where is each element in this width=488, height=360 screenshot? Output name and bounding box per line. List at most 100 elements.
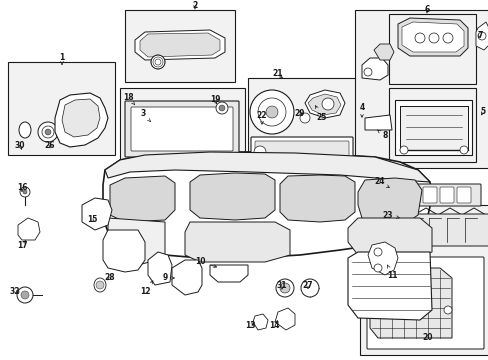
Circle shape <box>96 281 104 289</box>
Text: 29: 29 <box>294 108 305 117</box>
Polygon shape <box>252 314 267 330</box>
Polygon shape <box>108 218 164 265</box>
Bar <box>120 88 244 163</box>
Text: 15: 15 <box>87 216 97 225</box>
Text: 16: 16 <box>17 184 27 193</box>
Polygon shape <box>62 99 100 137</box>
Circle shape <box>363 68 371 76</box>
Circle shape <box>428 33 438 43</box>
Circle shape <box>414 33 424 43</box>
Polygon shape <box>184 222 289 262</box>
Text: 31: 31 <box>276 280 286 289</box>
FancyBboxPatch shape <box>366 184 480 206</box>
Polygon shape <box>369 268 451 338</box>
Polygon shape <box>367 242 397 275</box>
Bar <box>8 62 115 155</box>
Polygon shape <box>347 218 431 260</box>
Circle shape <box>373 248 381 256</box>
Circle shape <box>17 287 33 303</box>
Text: 23: 23 <box>382 211 398 220</box>
Polygon shape <box>373 44 393 60</box>
Bar <box>388 14 475 84</box>
Text: 2: 2 <box>192 1 197 10</box>
Polygon shape <box>305 90 345 118</box>
Circle shape <box>301 279 318 297</box>
Circle shape <box>442 33 452 43</box>
Polygon shape <box>103 152 431 258</box>
Text: 27: 27 <box>302 280 313 289</box>
Polygon shape <box>18 218 40 240</box>
Text: 20: 20 <box>422 333 432 342</box>
Circle shape <box>299 113 309 123</box>
Circle shape <box>21 291 29 299</box>
FancyBboxPatch shape <box>250 137 352 167</box>
Circle shape <box>373 264 381 272</box>
FancyBboxPatch shape <box>371 187 385 203</box>
Text: 14: 14 <box>268 320 279 329</box>
Polygon shape <box>307 94 340 115</box>
Polygon shape <box>401 22 463 52</box>
Circle shape <box>275 279 293 297</box>
Polygon shape <box>394 100 471 155</box>
Circle shape <box>280 283 289 293</box>
Text: 25: 25 <box>315 106 326 122</box>
Polygon shape <box>55 93 108 147</box>
Bar <box>247 78 357 172</box>
Text: 12: 12 <box>140 281 153 297</box>
Text: 8: 8 <box>377 130 387 140</box>
Circle shape <box>219 105 224 111</box>
Polygon shape <box>190 173 274 220</box>
Text: 11: 11 <box>386 265 396 279</box>
Bar <box>125 10 235 82</box>
FancyBboxPatch shape <box>422 187 436 203</box>
Circle shape <box>253 146 265 158</box>
FancyBboxPatch shape <box>388 187 402 203</box>
Polygon shape <box>347 252 431 320</box>
Bar <box>388 88 475 162</box>
Text: 18: 18 <box>122 93 134 104</box>
Ellipse shape <box>94 278 106 292</box>
Circle shape <box>321 98 333 110</box>
Polygon shape <box>280 175 354 222</box>
Circle shape <box>249 90 293 134</box>
Text: 13: 13 <box>244 320 255 329</box>
Polygon shape <box>397 18 467 56</box>
FancyBboxPatch shape <box>456 187 470 203</box>
FancyBboxPatch shape <box>366 257 483 349</box>
Polygon shape <box>361 58 387 80</box>
Polygon shape <box>140 33 220 57</box>
Text: 1: 1 <box>59 53 64 64</box>
Polygon shape <box>274 308 294 330</box>
FancyBboxPatch shape <box>405 187 419 203</box>
Circle shape <box>38 122 58 142</box>
Circle shape <box>459 146 467 154</box>
Bar <box>354 10 488 168</box>
Polygon shape <box>105 152 429 182</box>
Circle shape <box>411 268 419 276</box>
Circle shape <box>216 102 227 114</box>
Ellipse shape <box>19 122 31 138</box>
Polygon shape <box>475 22 488 50</box>
Circle shape <box>477 32 485 40</box>
Polygon shape <box>172 260 202 295</box>
Polygon shape <box>364 115 391 130</box>
FancyBboxPatch shape <box>254 141 348 163</box>
Text: 3: 3 <box>140 109 150 122</box>
Circle shape <box>375 268 383 276</box>
Polygon shape <box>209 265 247 282</box>
Polygon shape <box>148 252 172 285</box>
Text: 10: 10 <box>194 257 216 267</box>
Polygon shape <box>357 178 421 224</box>
Polygon shape <box>110 176 175 222</box>
FancyBboxPatch shape <box>125 101 239 157</box>
Polygon shape <box>135 30 224 60</box>
FancyBboxPatch shape <box>439 187 453 203</box>
Circle shape <box>20 187 30 197</box>
Polygon shape <box>103 230 145 272</box>
Circle shape <box>45 129 51 135</box>
Text: 9: 9 <box>162 274 174 283</box>
Text: 26: 26 <box>45 140 55 149</box>
Circle shape <box>443 306 451 314</box>
Bar <box>359 205 488 355</box>
Text: 22: 22 <box>256 112 267 124</box>
